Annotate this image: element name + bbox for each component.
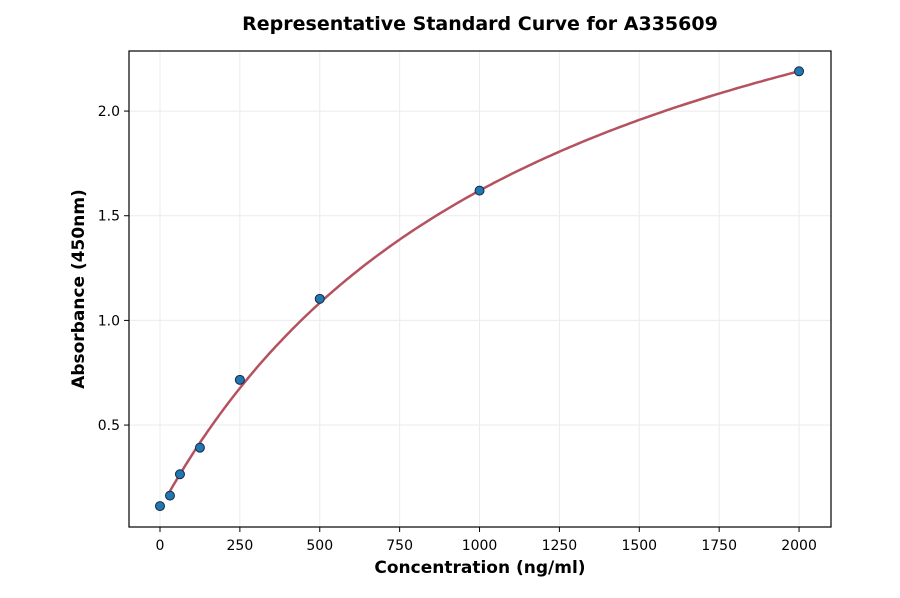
data-point — [474, 185, 485, 196]
x-tick-label: 1000 — [462, 538, 498, 554]
fit-curve — [168, 70, 800, 492]
x-tick-label: 500 — [306, 538, 333, 554]
data-point — [154, 501, 165, 512]
x-tick-label: 1750 — [701, 538, 737, 554]
x-axis-label: Concentration (ng/ml) — [374, 558, 585, 578]
x-tick-label: 250 — [227, 538, 254, 554]
x-axis-ticks: 0 250 500 750 1000 1250 1500 1750 2000 — [156, 527, 817, 554]
y-tick-label: 0.5 — [98, 418, 120, 434]
y-tick-label: 1.5 — [98, 209, 120, 225]
x-tick-label: 1500 — [621, 538, 657, 554]
x-tick-label: 2000 — [781, 538, 817, 554]
x-tick-label: 1250 — [542, 538, 578, 554]
chart-title: Representative Standard Curve for A33560… — [242, 13, 718, 35]
y-axis-label: Absorbance (450nm) — [69, 189, 89, 389]
data-point — [164, 490, 175, 501]
y-axis-ticks: 0.5 1.0 1.5 2.0 — [98, 104, 129, 434]
data-point — [174, 469, 185, 480]
grid — [129, 51, 831, 527]
x-tick-label: 0 — [156, 538, 165, 554]
x-tick-label: 750 — [386, 538, 413, 554]
y-tick-label: 1.0 — [98, 313, 120, 329]
data-point — [314, 293, 325, 304]
y-tick-label: 2.0 — [98, 104, 120, 120]
data-point — [794, 66, 805, 77]
data-point — [194, 442, 205, 453]
data-point — [234, 374, 245, 385]
data-points — [154, 66, 805, 512]
